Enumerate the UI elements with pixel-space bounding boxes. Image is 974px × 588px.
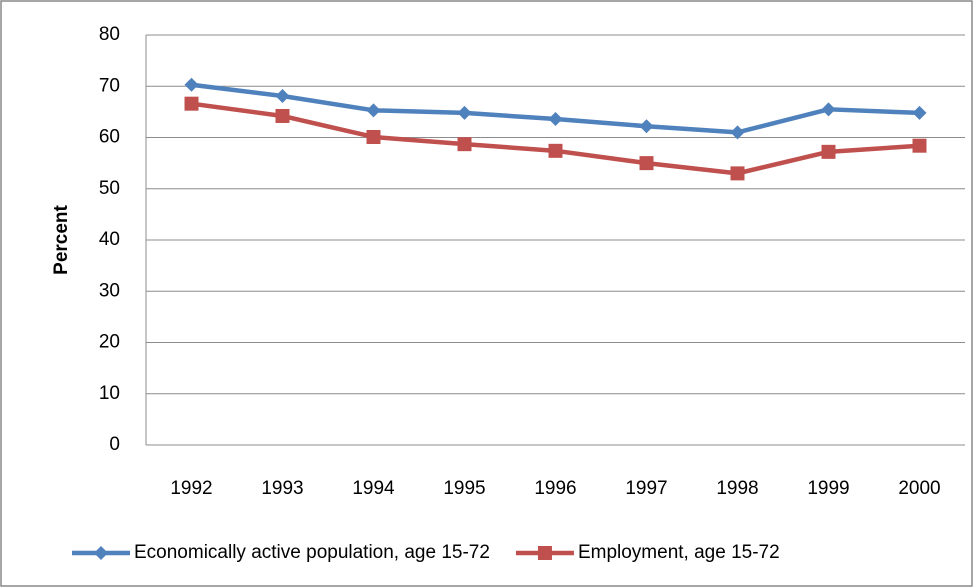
- marker: [275, 88, 290, 103]
- marker: [275, 108, 290, 123]
- marker: [184, 77, 199, 92]
- y-tick-label: 40: [99, 229, 120, 250]
- marker: [912, 138, 927, 153]
- marker: [366, 129, 381, 144]
- y-tick-label: 0: [109, 434, 120, 455]
- legend-label: Employment, age 15-72: [578, 542, 780, 563]
- x-tick-label: 1992: [170, 478, 212, 499]
- marker: [548, 143, 563, 158]
- y-tick-label: 60: [99, 127, 120, 148]
- x-tick-label: 1997: [625, 478, 667, 499]
- x-tick-label: 1998: [716, 478, 758, 499]
- marker: [821, 144, 836, 159]
- y-tick-label: 50: [99, 178, 120, 199]
- marker: [639, 156, 654, 171]
- x-tick-label: 1993: [261, 478, 303, 499]
- x-tick-label: 2000: [898, 478, 940, 499]
- y-axis-title: Percent: [51, 204, 72, 274]
- marker: [366, 103, 381, 118]
- marker: [548, 112, 563, 127]
- marker: [457, 105, 472, 120]
- x-tick-label: 1996: [534, 478, 576, 499]
- marker: [912, 105, 927, 120]
- y-tick-label: 70: [99, 75, 120, 96]
- x-tick-label: 1999: [807, 478, 849, 499]
- marker: [730, 125, 745, 140]
- legend-label: Economically active population, age 15-7…: [134, 542, 490, 563]
- marker: [730, 166, 745, 181]
- marker: [184, 96, 199, 111]
- legend-marker: [537, 546, 552, 560]
- x-tick-label: 1995: [443, 478, 485, 499]
- y-tick-label: 80: [99, 24, 120, 45]
- x-tick-label: 1994: [352, 478, 395, 499]
- marker: [821, 102, 836, 117]
- y-tick-label: 30: [99, 280, 120, 301]
- y-tick-label: 20: [99, 332, 120, 353]
- marker: [639, 119, 654, 134]
- y-tick-label: 10: [99, 383, 120, 404]
- marker: [457, 137, 472, 152]
- legend-marker: [94, 546, 108, 560]
